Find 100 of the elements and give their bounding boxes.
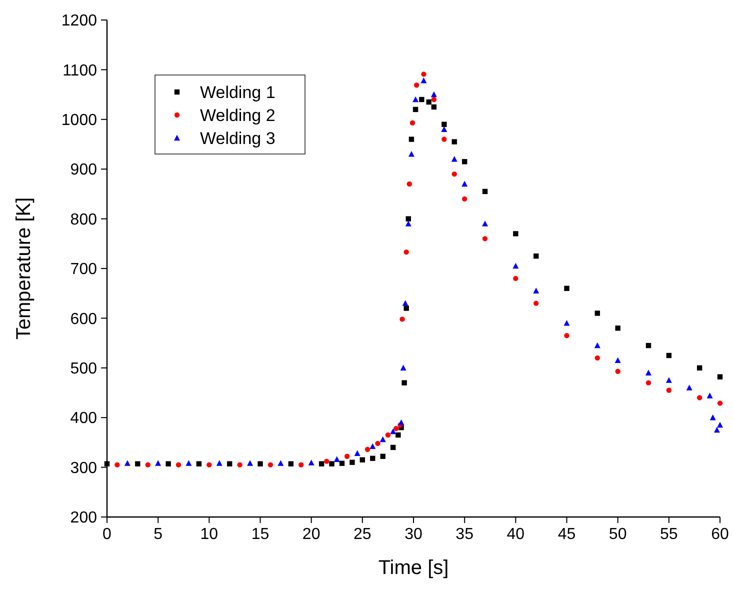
point: [714, 426, 720, 433]
legend-label: Welding 1: [200, 82, 276, 102]
y-tick-label: 500: [70, 360, 98, 378]
point: [104, 461, 110, 466]
y-tick-label: 900: [70, 162, 98, 179]
point: [410, 120, 416, 126]
y-tick-label: 400: [70, 410, 98, 428]
point: [594, 310, 600, 316]
y-tick-label: 600: [70, 310, 98, 328]
point: [404, 250, 409, 255]
y-tick-label: 1200: [61, 12, 98, 30]
point: [405, 220, 412, 226]
y-tick-label: 300: [70, 460, 98, 477]
point: [462, 159, 468, 164]
point: [406, 216, 411, 222]
point: [278, 460, 284, 466]
point: [513, 231, 518, 236]
point: [615, 368, 620, 374]
point: [594, 355, 600, 361]
x-tick-label: 40: [506, 526, 525, 543]
x-tick-label: 30: [404, 526, 422, 543]
x-tick-label: 35: [456, 526, 474, 543]
point: [186, 460, 192, 466]
point: [412, 96, 419, 102]
y-tick-label: 700: [70, 261, 98, 278]
point: [534, 253, 539, 259]
point: [482, 220, 488, 226]
point: [512, 262, 519, 269]
x-tick-label: 20: [302, 526, 320, 543]
point: [717, 422, 723, 428]
point: [594, 342, 600, 348]
point: [482, 188, 488, 194]
point: [696, 395, 702, 400]
point: [135, 461, 140, 466]
y-tick-label: 200: [70, 510, 98, 527]
point: [666, 388, 672, 393]
point: [400, 364, 406, 370]
point: [227, 461, 232, 466]
point: [408, 136, 414, 142]
point: [564, 286, 570, 291]
point: [298, 462, 304, 468]
point: [268, 462, 274, 468]
legend-label: Welding 3: [200, 128, 276, 148]
point: [390, 428, 396, 434]
point: [426, 99, 432, 105]
point: [462, 180, 468, 187]
point: [334, 456, 340, 462]
point: [380, 436, 386, 442]
point: [564, 320, 570, 326]
point: [380, 454, 386, 459]
point: [155, 460, 162, 466]
point: [385, 432, 391, 438]
point: [686, 384, 692, 390]
point: [646, 342, 652, 348]
point: [564, 332, 570, 338]
y-tick-label: 800: [70, 211, 98, 228]
point: [402, 380, 407, 386]
x-tick-label: 5: [154, 526, 163, 543]
point: [196, 461, 202, 466]
point: [710, 414, 716, 420]
y-tick-label: 1100: [62, 62, 98, 80]
point: [247, 460, 254, 466]
point: [482, 236, 488, 242]
point: [206, 462, 212, 468]
point: [666, 377, 672, 383]
point: [404, 306, 409, 311]
point: [354, 450, 360, 456]
point: [442, 122, 447, 127]
point: [420, 77, 427, 84]
point: [124, 460, 130, 466]
point: [696, 365, 702, 370]
x-tick-label: 25: [354, 526, 372, 543]
point: [452, 139, 457, 144]
point: [441, 126, 448, 132]
point: [534, 300, 539, 306]
point: [431, 96, 437, 102]
point: [318, 461, 324, 466]
point: [666, 352, 672, 358]
point: [350, 460, 355, 465]
point: [394, 426, 399, 432]
point: [258, 461, 263, 466]
x-tick-label: 45: [558, 526, 576, 543]
point: [462, 196, 468, 202]
point: [408, 150, 414, 157]
x-tick-label: 55: [660, 526, 678, 543]
point: [339, 460, 345, 466]
point: [412, 106, 418, 112]
y-axis-title: Temperature [K]: [13, 197, 35, 340]
x-axis-title: Time [s]: [378, 557, 449, 579]
point: [396, 432, 401, 438]
x-tick-label: 50: [608, 526, 627, 543]
point: [451, 156, 458, 162]
legend-label: Welding 2: [200, 106, 276, 125]
point: [114, 462, 120, 468]
point: [364, 446, 370, 452]
y-tick-label: 1000: [61, 112, 98, 129]
point: [452, 171, 457, 177]
point: [645, 370, 652, 376]
point: [324, 458, 330, 464]
point: [237, 462, 242, 468]
